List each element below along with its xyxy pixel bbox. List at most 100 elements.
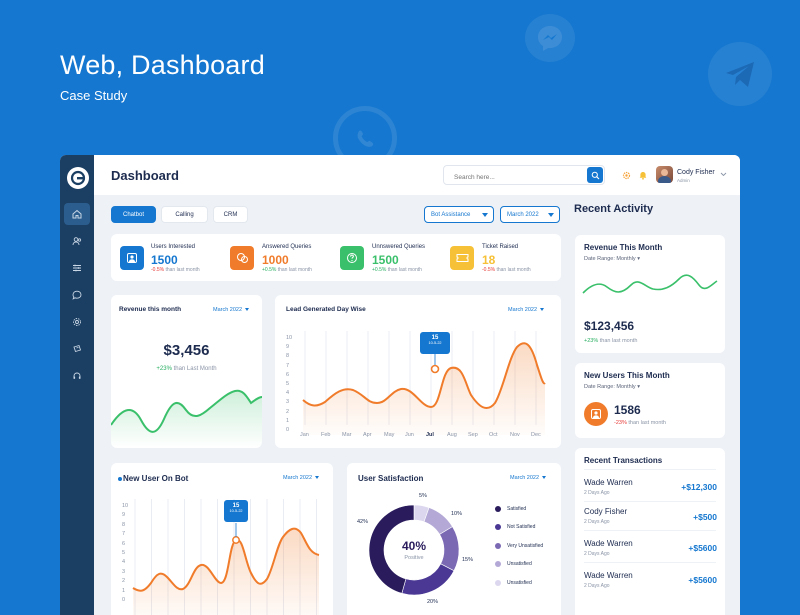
y-tick-label: 7 (286, 362, 290, 369)
app-frame: Dashboard Cody Fisher Admin Chatbot Call… (60, 155, 740, 615)
satisfaction-donut (368, 504, 460, 596)
sliders-icon (73, 264, 81, 272)
sidebar-item-support[interactable] (64, 365, 90, 387)
donut-slice (368, 504, 415, 594)
x-tick-label: Oct (489, 432, 498, 438)
sidebar-item-settings[interactable] (64, 311, 90, 333)
recent-revenue-sparkline (582, 274, 718, 294)
legend-swatch (495, 561, 501, 567)
card-title: New User On Bot (123, 474, 189, 483)
stat-label: Users Interested (151, 244, 196, 250)
date-range-select[interactable]: Date Range: Monthly ▾ (584, 384, 640, 390)
pie-label: 5% (419, 493, 427, 499)
recent-users-card: New Users This Month Date Range: Monthly… (575, 363, 725, 438)
stat-label: Ticket Raised (482, 244, 519, 250)
y-tick-label: 7 (122, 531, 126, 538)
satisfaction-card: User Satisfaction March 2022 40% Positiv… (347, 463, 561, 615)
y-tick-label: 4 (286, 390, 290, 397)
lead-chart (302, 331, 546, 435)
y-tick-label: 10 (286, 335, 293, 341)
x-tick-label: Nov (510, 432, 520, 438)
x-tick-label: Jun (405, 432, 414, 438)
revenue-card: Revenue this month March 2022 $3,456 +23… (111, 295, 262, 448)
avatar[interactable] (656, 166, 673, 183)
card-title: Recent Transactions (584, 456, 663, 465)
card-title-dot (118, 477, 122, 481)
caret-down-icon (482, 213, 488, 217)
tab-crm[interactable]: CRM (213, 206, 248, 223)
stat-value: 1500 (151, 253, 178, 267)
page-title: Dashboard (111, 168, 179, 183)
x-tick-label: Aug (447, 432, 457, 438)
revenue-value: $3,456 (163, 342, 210, 359)
card-title: Lead Generated Day Wise (286, 306, 366, 313)
caret-down-icon (548, 213, 554, 217)
transaction-date: 2 Days Ago (584, 551, 610, 557)
legend-swatch (495, 524, 501, 530)
hero-title: Web, Dashboard (60, 50, 265, 80)
divider (584, 530, 716, 531)
y-tick-label: 6 (286, 371, 290, 378)
stat-delta: +0.5% than last month (262, 267, 312, 273)
y-tick-label: 1 (122, 587, 126, 594)
recent-activity-title: Recent Activity (574, 203, 654, 215)
y-tick-label: 2 (286, 408, 290, 415)
period-select[interactable]: March 2022 (213, 307, 249, 313)
sidebar-item-home[interactable] (64, 203, 90, 225)
y-tick-label: 8 (286, 353, 290, 360)
users-icon (72, 237, 82, 246)
sidebar-item-users[interactable] (64, 230, 90, 252)
search-icon (591, 171, 599, 179)
transaction-amount: +$500 (693, 512, 717, 522)
month-select-value: March 2022 (507, 211, 539, 218)
top-bar: Dashboard Cody Fisher Admin (94, 155, 740, 195)
app-logo[interactable] (67, 167, 89, 189)
chevron-down-icon[interactable] (720, 172, 727, 177)
new-users-delta: -23% than last month (614, 420, 666, 426)
divider (584, 501, 716, 502)
messenger-icon (525, 14, 575, 62)
sidebar (60, 155, 94, 615)
legend-item: Not Satisfied (495, 524, 535, 530)
legend-swatch (495, 580, 501, 586)
search-button[interactable] (587, 167, 603, 183)
y-tick-label: 3 (286, 399, 290, 406)
bot-select[interactable]: Bot Assistance (424, 206, 494, 223)
stat-delta: -0.5% than last month (151, 267, 200, 273)
tab-calling[interactable]: Calling (161, 206, 208, 223)
sidebar-item-tickets[interactable] (64, 338, 90, 360)
search-input[interactable] (444, 168, 584, 187)
legend-item: Unsatisfied (495, 561, 532, 567)
transaction-date: 2 Days Ago (584, 490, 610, 496)
y-tick-label: 1 (286, 417, 290, 424)
period-select[interactable]: March 2022 (508, 307, 544, 313)
period-select[interactable]: March 2022 (283, 475, 319, 481)
sidebar-item-filters[interactable] (64, 257, 90, 279)
date-range-select[interactable]: Date Range: Monthly ▾ (584, 256, 640, 262)
y-tick-label: 9 (122, 512, 126, 519)
transaction-date: 2 Days Ago (584, 583, 610, 589)
card-title: Revenue this month (119, 306, 182, 313)
chat-bubbles-icon (230, 246, 254, 270)
user-badge-icon (584, 402, 608, 426)
divider (584, 469, 716, 470)
sidebar-item-chat[interactable] (64, 284, 90, 306)
y-tick-label: 8 (122, 521, 126, 528)
stat-label: Answered Queries (262, 244, 312, 250)
revenue-delta: +23% than Last Month (156, 366, 217, 372)
chat-icon (72, 290, 82, 300)
y-tick-label: 4 (122, 559, 126, 566)
search-box (443, 165, 605, 187)
settings-icon[interactable] (622, 171, 631, 180)
y-tick-label: 3 (122, 568, 126, 575)
x-tick-label: Dec (531, 432, 541, 438)
tab-chatbot[interactable]: Chatbot (111, 206, 156, 223)
y-tick-label: 2 (122, 578, 126, 585)
divider (584, 562, 716, 563)
month-select[interactable]: March 2022 (500, 206, 560, 223)
recent-revenue-card: Revenue This Month Date Range: Monthly ▾… (575, 235, 725, 353)
period-select[interactable]: March 2022 (510, 475, 546, 481)
bell-icon[interactable] (639, 171, 647, 180)
card-title: New Users This Month (584, 371, 670, 380)
y-tick-label: 9 (286, 344, 290, 351)
